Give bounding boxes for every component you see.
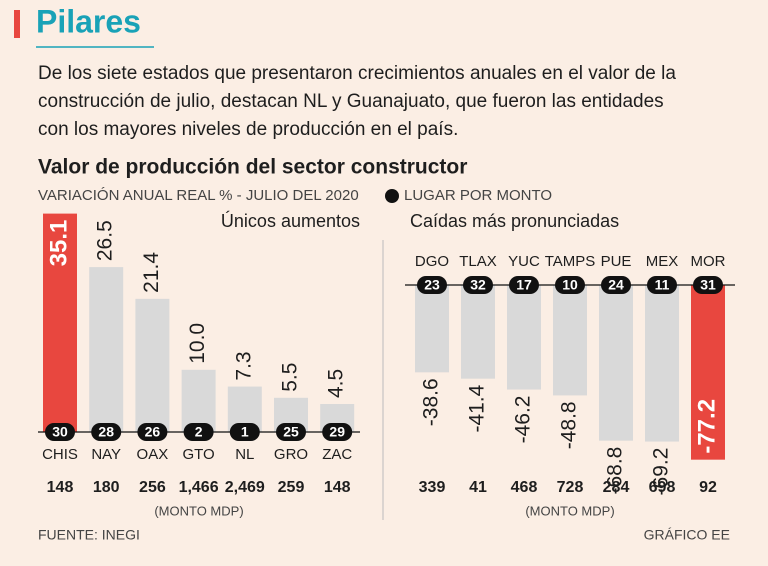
monto-label: 256 — [139, 479, 166, 496]
value-label: 4.5 — [325, 369, 348, 398]
rank-badge — [45, 423, 75, 441]
bar — [135, 298, 170, 432]
rank-label: 24 — [608, 277, 624, 293]
value-label: -46.2 — [512, 396, 535, 444]
monto-label: 259 — [278, 479, 305, 496]
category-label: GTO — [182, 446, 214, 463]
rank-label: 17 — [516, 277, 532, 293]
panel-title: Únicos aumentos — [221, 210, 360, 231]
rank-badge — [601, 276, 631, 294]
category-label: PUE — [601, 253, 632, 270]
rank-badge — [322, 423, 353, 441]
value-label: 21.4 — [140, 252, 163, 293]
monto-title: (MONTO MDP) — [154, 503, 243, 518]
rank-badge — [137, 423, 168, 441]
value-label: -41.4 — [466, 384, 489, 432]
rank-label: 26 — [145, 424, 161, 440]
category-label: NL — [235, 446, 254, 463]
subtitle: VARIACIÓN ANUAL REAL % - JULIO DEL 2020 — [38, 187, 359, 204]
category-label: MEX — [646, 253, 679, 270]
bar — [599, 285, 633, 441]
rank-label: 25 — [283, 424, 299, 440]
bar — [691, 285, 725, 460]
monto-title: (MONTO MDP) — [525, 503, 614, 518]
legend-label: LUGAR POR MONTO — [404, 187, 552, 204]
category-label: MOR — [691, 253, 726, 270]
value-label: -38.6 — [420, 378, 443, 426]
bar — [415, 285, 449, 373]
bar — [645, 285, 679, 442]
rank-badge — [693, 276, 723, 294]
rank-label: 31 — [700, 277, 716, 293]
category-label: CHIS — [42, 446, 78, 463]
value-label: 7.3 — [232, 351, 255, 380]
monto-label: 180 — [93, 479, 120, 496]
monto-label: 148 — [324, 479, 351, 496]
monto-label: 728 — [557, 479, 584, 496]
rank-label: 10 — [562, 277, 578, 293]
panel-title: Caídas más pronunciadas — [410, 211, 619, 231]
rank-badge — [91, 423, 122, 441]
value-label: 10.0 — [186, 323, 209, 364]
rank-badge — [229, 423, 260, 441]
monto-label: 468 — [511, 479, 538, 496]
value-label: 26.5 — [94, 220, 117, 261]
rank-label: 1 — [241, 424, 249, 440]
rank-badge — [183, 423, 214, 441]
rank-label: 2 — [195, 424, 203, 440]
category-label: OAX — [137, 446, 169, 463]
rank-badge — [463, 276, 493, 294]
category-label: TLAX — [459, 253, 497, 270]
category-label: DGO — [415, 253, 449, 270]
value-label: -77.2 — [693, 399, 720, 454]
header-title: Pilares — [36, 3, 141, 39]
bar — [553, 285, 587, 396]
rank-label: 23 — [424, 277, 440, 293]
description-line: De los siete estados que presentaron cre… — [38, 63, 676, 84]
bar — [461, 285, 495, 379]
monto-label: 92 — [699, 479, 717, 496]
rank-label: 30 — [52, 424, 68, 440]
category-label: TAMPS — [545, 253, 596, 270]
category-label: ZAC — [322, 446, 352, 463]
value-label: -69.2 — [650, 448, 673, 496]
monto-label: 41 — [469, 479, 487, 496]
category-label: YUC — [508, 253, 540, 270]
bar — [43, 213, 77, 432]
rank-badge — [276, 423, 306, 441]
source: FUENTE: INEGI — [38, 527, 140, 543]
description-line: con los mayores niveles de producción en… — [38, 119, 458, 140]
bar — [507, 285, 541, 390]
rank-badge — [555, 276, 585, 294]
legend-marker — [385, 189, 399, 203]
description-line: construcción de julio, destacan NL y Gua… — [38, 91, 664, 112]
rank-label: 32 — [470, 277, 486, 293]
chart-title: Valor de producción del sector construct… — [38, 156, 467, 179]
value-label: -48.8 — [558, 401, 581, 449]
credit: GRÁFICO EE — [644, 527, 730, 543]
monto-label: 698 — [649, 479, 676, 496]
bar — [181, 369, 216, 432]
rank-badge — [417, 276, 447, 294]
rank-label: 28 — [98, 424, 114, 440]
monto-label: 148 — [47, 479, 74, 496]
monto-label: 284 — [603, 479, 630, 496]
category-label: NAY — [91, 446, 121, 463]
rank-badge — [647, 276, 677, 294]
title-accent — [14, 10, 20, 38]
rank-badge — [509, 276, 539, 294]
monto-label: 339 — [419, 479, 446, 496]
value-label: 5.5 — [279, 363, 302, 392]
monto-label: 2,469 — [225, 479, 265, 496]
rank-label: 11 — [655, 277, 670, 293]
category-label: GRO — [274, 446, 308, 463]
value-label: 35.1 — [45, 220, 72, 267]
bar — [89, 267, 124, 432]
rank-label: 29 — [329, 424, 345, 440]
monto-label: 1,466 — [179, 479, 219, 496]
value-label: -68.8 — [604, 447, 627, 495]
